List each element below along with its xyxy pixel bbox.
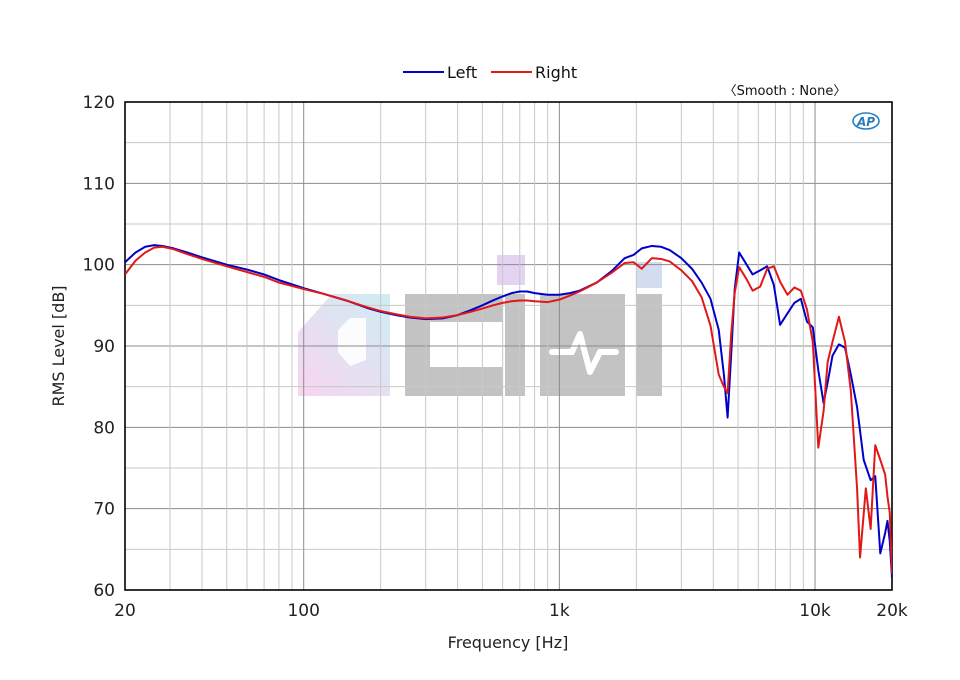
y-tick-label: 70 (93, 500, 115, 520)
y-tick-label: 60 (93, 581, 115, 601)
ap-logo-icon: AP (852, 112, 880, 130)
y-tick-label: 80 (93, 418, 115, 438)
legend-label-left: Left (447, 63, 477, 82)
x-axis-title: Frequency [Hz] (448, 633, 569, 652)
x-tick-label: 100 (287, 601, 319, 621)
chart-legend: Left Right (403, 63, 577, 82)
y-tick-label: 110 (83, 174, 115, 194)
series-layer (125, 244, 892, 578)
y-tick-label: 90 (93, 337, 115, 357)
smoothing-annotation: 〈Smooth : None〉 (724, 84, 847, 99)
svg-text:AP: AP (856, 115, 875, 129)
plot-grid (124, 101, 893, 591)
y-tick-label: 100 (83, 256, 115, 276)
y-tick-label: 120 (83, 93, 115, 113)
series-line-right (125, 245, 892, 574)
legend-label-right: Right (535, 63, 577, 82)
axis-ticks: 60 70 80 90 100 110 120 20 100 1k 10k 20k (83, 93, 908, 621)
x-tick-label: 20 (114, 601, 136, 621)
plot-area-frame (124, 101, 893, 591)
y-axis-title: RMS Level [dB] (49, 285, 68, 406)
x-tick-label: 10k (799, 601, 831, 621)
x-tick-label: 1k (549, 601, 570, 621)
x-tick-label: 20k (876, 601, 908, 621)
series-line-left (125, 244, 892, 578)
